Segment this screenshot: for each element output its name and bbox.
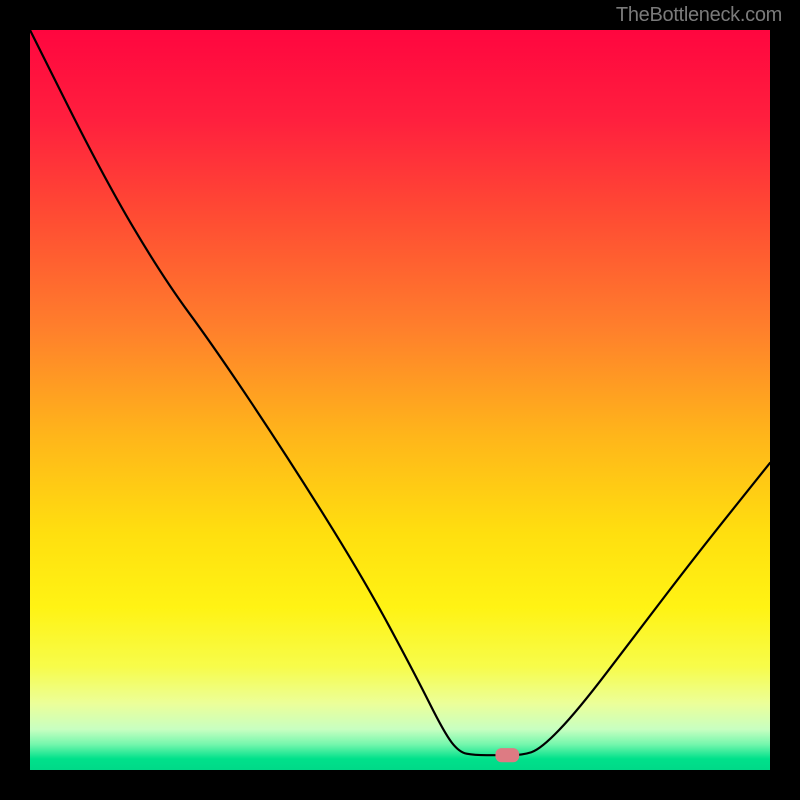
- gradient-background: [30, 30, 770, 770]
- optimum-marker: [495, 748, 519, 762]
- attribution-watermark: TheBottleneck.com: [616, 4, 782, 27]
- chart-svg: [30, 30, 770, 770]
- bottleneck-chart: [30, 30, 770, 770]
